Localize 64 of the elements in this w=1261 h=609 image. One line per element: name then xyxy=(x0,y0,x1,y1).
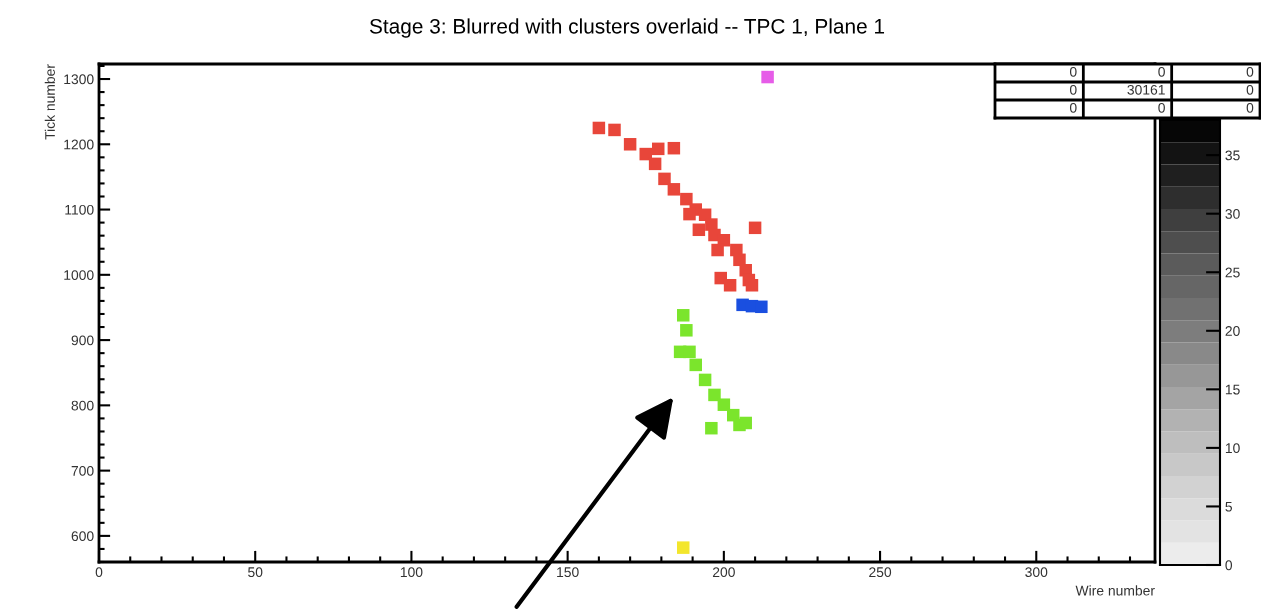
y-axis-title: Tick number xyxy=(44,64,55,140)
x-tick-label: 50 xyxy=(248,567,263,578)
x-tick-label: 100 xyxy=(400,567,423,578)
point xyxy=(723,279,737,292)
point xyxy=(658,172,671,186)
y-tick-label: 1300 xyxy=(64,74,94,85)
chart-title: Stage 3: Blurred with clusters overlaid -- TPC 1, Plane 1 xyxy=(369,18,885,38)
point xyxy=(708,388,721,402)
color-bar-label: 0 xyxy=(1225,560,1233,571)
point xyxy=(651,142,665,156)
x-axis-title: Wire number xyxy=(1075,585,1155,596)
point xyxy=(698,373,712,387)
point xyxy=(683,207,696,221)
point xyxy=(676,541,690,554)
x-tick-label: 200 xyxy=(712,567,735,578)
annotation: 0 xyxy=(1069,84,1077,95)
point xyxy=(592,121,606,135)
point xyxy=(667,141,681,155)
point xyxy=(676,309,690,322)
point xyxy=(733,253,746,267)
y-tick-label: 1000 xyxy=(64,270,94,280)
x-tick-label: 250 xyxy=(869,567,892,578)
point xyxy=(761,70,774,84)
point xyxy=(717,398,731,411)
color-bar-label: 5 xyxy=(1225,501,1232,512)
text: 0 xyxy=(1246,102,1254,113)
color-bar-label: 35 xyxy=(1225,150,1240,161)
point xyxy=(683,345,696,359)
annotation: 0 xyxy=(1069,66,1077,77)
text: 0 xyxy=(1246,66,1254,77)
y-tick-label: 700 xyxy=(71,465,94,476)
color-bar-label: 20 xyxy=(1225,326,1240,336)
y-tick-label: 1100 xyxy=(65,204,94,215)
x-tick-label: 150 xyxy=(557,567,579,578)
point xyxy=(623,138,637,151)
text: 0 xyxy=(1246,84,1254,95)
color-bar-label: 25 xyxy=(1225,267,1240,278)
y-tick-label: 1200 xyxy=(64,139,94,150)
point xyxy=(755,300,768,314)
color-bar-label: 30 xyxy=(1225,209,1240,219)
point xyxy=(689,358,702,372)
text: 0 xyxy=(1158,66,1165,77)
point xyxy=(705,421,718,435)
point xyxy=(667,183,681,196)
point xyxy=(748,221,762,235)
annotation: 0 xyxy=(1069,102,1077,113)
y-tick-label: 600 xyxy=(71,531,94,542)
point xyxy=(680,192,693,206)
y-tick-label: 800 xyxy=(71,400,94,411)
point xyxy=(739,416,752,430)
point xyxy=(608,123,621,137)
text: 0 xyxy=(1158,102,1165,113)
color-bar-label: 10 xyxy=(1225,443,1240,454)
point xyxy=(680,324,693,337)
x-tick-label: 300 xyxy=(1025,567,1048,578)
point xyxy=(711,243,724,257)
x-tick-label: 0 xyxy=(95,567,103,578)
point xyxy=(745,279,759,292)
color-bar-label: 15 xyxy=(1225,384,1240,395)
point xyxy=(648,157,662,171)
y-tick-label: 900 xyxy=(71,335,94,346)
point xyxy=(692,223,706,237)
annotation: 30161 xyxy=(1127,84,1165,95)
point xyxy=(639,147,652,161)
